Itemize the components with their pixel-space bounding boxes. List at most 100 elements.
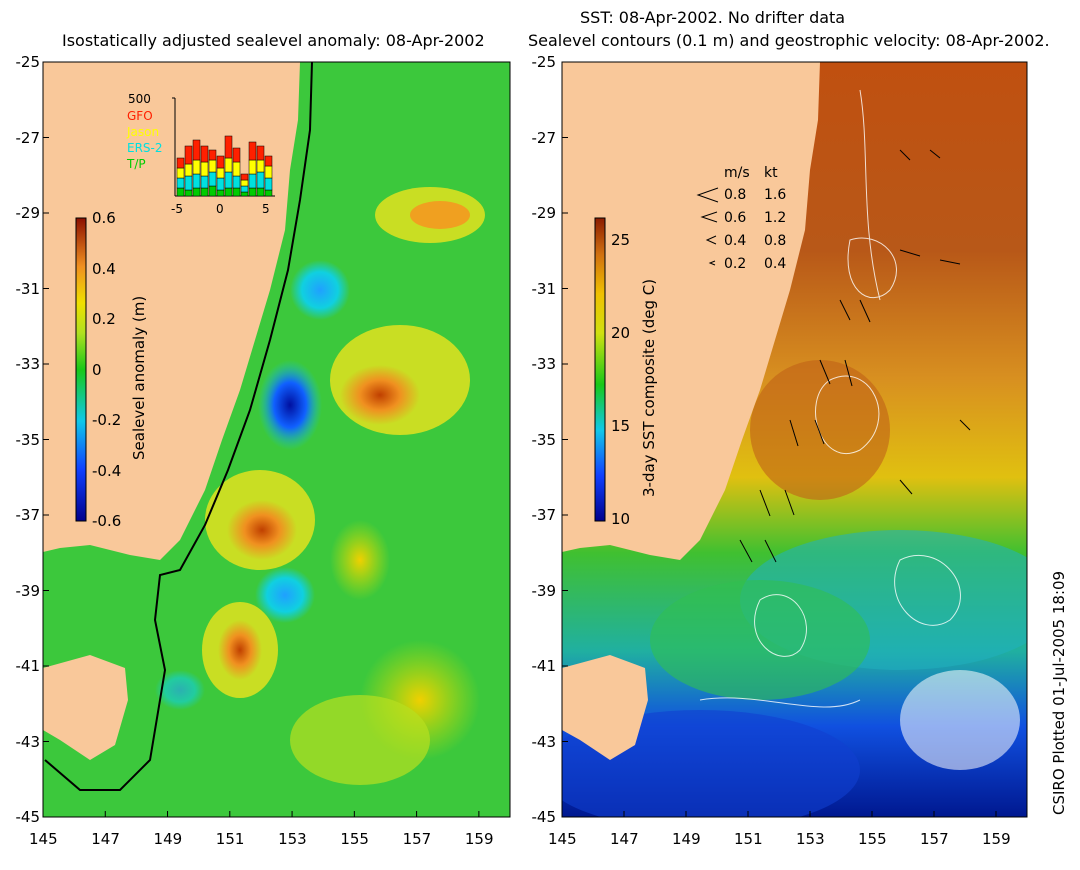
left-y-tick-label: -39: [15, 581, 41, 600]
sla-colorbar-tick: 0.6: [92, 209, 116, 227]
histogram-bar-segment: [208, 171, 217, 187]
velocity-scale-kt: 1.6: [764, 187, 787, 203]
histogram-bar-segment: [200, 161, 209, 177]
left-x-tick-label: 145: [29, 830, 58, 848]
left-x-tick-label: 147: [91, 830, 120, 848]
left-y-tick-label: -43: [15, 732, 41, 751]
velocity-header-ms: m/s: [724, 165, 750, 181]
histogram-bar-segment: [240, 185, 249, 193]
histogram-bar-segment: [192, 139, 201, 161]
histogram-bar-segment: [200, 175, 209, 189]
right-y-tick-label: -39: [531, 581, 557, 600]
left-y-tick-label: -45: [15, 808, 41, 826]
histogram-bar-segment: [256, 145, 265, 161]
right-y-tick-label: -43: [531, 732, 557, 751]
histogram-bar-segment: [184, 189, 193, 197]
histogram-bar-segment: [248, 173, 257, 189]
right-x-tick-label: 147: [610, 830, 639, 848]
histogram-bar-segment: [208, 149, 217, 161]
histogram-bar-segment: [224, 135, 233, 159]
plot-credit: CSIRO Plotted 01-Jul-2005 18:09: [1050, 570, 1068, 815]
histogram-bar-segment: [192, 187, 201, 197]
histogram-bar-segment: [216, 155, 225, 169]
velocity-scale-ms: 0.6: [724, 210, 747, 226]
left-y-tick-label: -29: [15, 204, 41, 222]
right-x-tick-label: 145: [548, 830, 577, 848]
histogram-bar-segment: [184, 163, 193, 177]
histogram-bar-segment: [176, 187, 185, 197]
left-y-tick-label: -35: [15, 430, 41, 449]
left-y-tick-label: -37: [15, 506, 41, 524]
left-y-tick-label: -27: [15, 128, 41, 147]
right-y-tick-label: -27: [531, 128, 557, 147]
histogram-x-tick: 5: [262, 202, 270, 216]
histogram-bar-segment: [208, 185, 217, 197]
histogram-bar-segment: [264, 177, 273, 191]
velocity-scale-kt: 0.4: [764, 256, 787, 272]
histogram-bar-segment: [256, 171, 265, 189]
histogram-bar-segment: [248, 159, 257, 175]
velocity-scale-ms: 0.2: [724, 256, 747, 272]
histogram-bar-segment: [216, 167, 225, 179]
right-y-tick-label: -25: [531, 53, 557, 71]
histogram-bar-segment: [208, 159, 217, 173]
right-y-tick-label: -29: [531, 204, 557, 222]
histogram-ymax: 500: [128, 92, 151, 106]
sst-colorbar-label: 3-day SST composite (deg C): [640, 278, 658, 497]
right-y-tick-label: -31: [531, 279, 557, 298]
histogram-bar-segment: [224, 157, 233, 173]
sla-colorbar-tick: -0.2: [92, 411, 122, 429]
histogram-bar-segment: [200, 187, 209, 197]
left-x-tick-label: 151: [215, 830, 245, 848]
histogram-bar-segment: [248, 141, 257, 161]
histogram-bar-segment: [256, 187, 265, 197]
left-x-tick-label: 155: [340, 830, 369, 848]
left-y-tick-label: -33: [15, 355, 41, 373]
right-y-tick-label: -45: [531, 808, 557, 826]
left-x-tick-label: 153: [278, 830, 307, 848]
velocity-header-kt: kt: [764, 165, 778, 181]
histogram-bar-segment: [256, 159, 265, 173]
histogram-bar-segment: [232, 161, 241, 177]
histogram-bar-segment: [216, 177, 225, 191]
sla-colorbar-tick: -0.6: [92, 512, 122, 530]
right-x-tick-label: 159: [982, 830, 1011, 848]
right-y-tick-label: -41: [531, 657, 557, 675]
sla-colorbar-tick: -0.4: [92, 461, 122, 480]
right-map-field: [562, 62, 1027, 817]
right-x-tick-label: 153: [796, 830, 825, 848]
histogram-bar-segment: [184, 175, 193, 191]
histogram-legend-entry: T/P: [127, 157, 146, 171]
left-y-tick-label: -31: [15, 279, 41, 298]
histogram-bar-segment: [224, 187, 233, 197]
histogram-bar-segment: [264, 189, 273, 197]
right-y-tick-label: -33: [531, 355, 557, 373]
histogram-bar-segment: [176, 157, 185, 169]
right-x-tick-label: 157: [920, 830, 949, 848]
left-x-tick-label: 159: [464, 830, 494, 848]
right-y-tick-label: -35: [531, 430, 557, 449]
sst-colorbar-tick: 20: [611, 324, 631, 342]
left-x-tick-label: 157: [402, 830, 432, 848]
sla-colorbar-label: Sealevel anomaly (m): [130, 295, 148, 460]
right-x-tick-label: 149: [672, 830, 701, 848]
histogram-bar-segment: [192, 173, 201, 189]
left-map-field: [43, 62, 510, 817]
histogram-bar-segment: [240, 173, 249, 181]
histogram-bar-segment: [224, 171, 233, 189]
histogram-bar-segment: [200, 145, 209, 163]
histogram-bar-segment: [176, 177, 185, 189]
histogram-bar-segment: [216, 189, 225, 197]
histogram-bar-segment: [232, 175, 241, 189]
left-map-title: Isostatically adjusted sealevel anomaly:…: [62, 31, 485, 50]
left-y-tick-label: -25: [15, 53, 41, 71]
histogram-legend-entry: Jason: [127, 125, 160, 139]
histogram-bar-segment: [264, 155, 273, 167]
velocity-scale-ms: 0.8: [724, 187, 747, 203]
histogram-bar-segment: [176, 167, 185, 179]
histogram-bar-segment: [240, 191, 249, 197]
histogram-x-tick: 0: [216, 202, 224, 216]
histogram-bar-segment: [232, 147, 241, 163]
sst-colorbar: [594, 217, 606, 522]
